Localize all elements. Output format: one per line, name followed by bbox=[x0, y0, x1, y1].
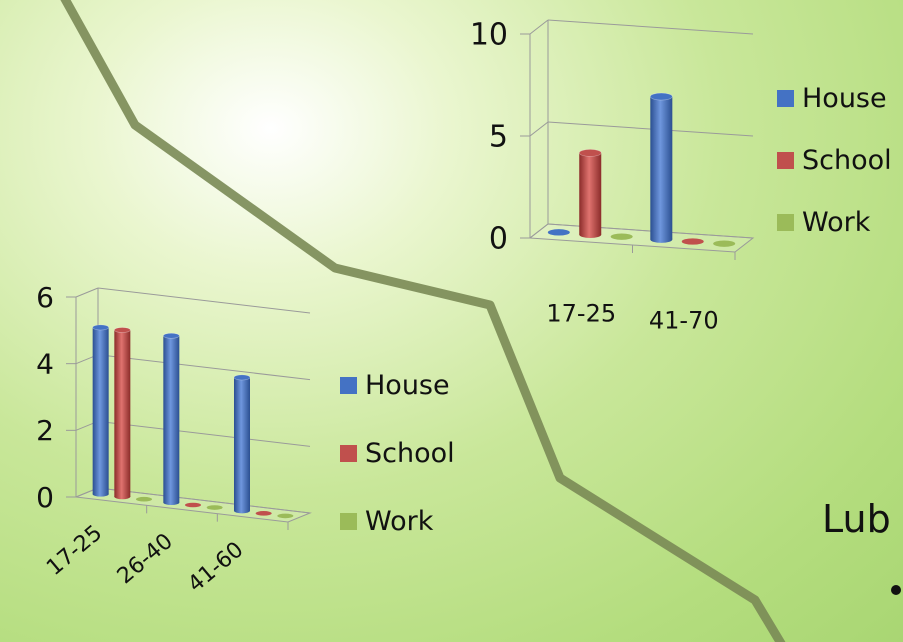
chart-age-groups-left: 0 2 4 6 17-25 26-40 41-60 House School Work bbox=[36, 281, 454, 598]
bar-body bbox=[163, 335, 180, 503]
bar-base bbox=[114, 494, 131, 500]
bar-school-17-25 bbox=[578, 149, 602, 239]
chart-x-tick-label: 41-60 bbox=[183, 537, 248, 597]
bar-body bbox=[114, 330, 131, 497]
chart-a-plot-frame bbox=[74, 287, 312, 523]
bar-zero-disc bbox=[255, 511, 272, 516]
bar-cap bbox=[650, 92, 673, 101]
bar-work-41-60 bbox=[277, 513, 294, 519]
chart-floor bbox=[528, 223, 755, 253]
bar-cap bbox=[92, 324, 109, 331]
bar-base bbox=[163, 499, 180, 506]
road-line bbox=[60, 0, 786, 642]
chart-x-tick-label: 17-25 bbox=[42, 521, 107, 581]
bar-base bbox=[650, 235, 673, 243]
chart-x-tick-label: 26-40 bbox=[113, 529, 178, 589]
legend-label-work: Work bbox=[365, 506, 434, 537]
legend-swatch-work bbox=[340, 513, 357, 530]
chart-gridline bbox=[97, 420, 311, 447]
legend-swatch-house bbox=[340, 377, 357, 394]
legend-swatch-school bbox=[340, 445, 357, 462]
bar-work-17-25 bbox=[136, 496, 153, 502]
bar-zero-disc bbox=[206, 505, 223, 510]
bar-zero-disc bbox=[547, 229, 570, 236]
chart-y-tick-label: 0 bbox=[36, 481, 54, 514]
bar-school-41-60 bbox=[255, 511, 272, 516]
bar-school-26-40 bbox=[185, 502, 201, 508]
chart-y-tick-label: 0 bbox=[489, 222, 508, 257]
chart-b-y-axis: 0 5 10 bbox=[470, 18, 530, 257]
bar-body bbox=[233, 377, 250, 511]
bar-house-41-60 bbox=[233, 374, 251, 514]
bar-house-17-25 bbox=[547, 229, 570, 236]
bar-school-17-25 bbox=[114, 327, 131, 500]
legend-label-house: House bbox=[802, 83, 887, 114]
legend-swatch-house bbox=[777, 90, 794, 107]
bar-base bbox=[233, 508, 250, 514]
chart-a-y-axis: 0 2 4 6 bbox=[36, 281, 76, 514]
chart-gridline-wall bbox=[529, 19, 549, 35]
bar-cap bbox=[114, 327, 131, 333]
legend-label-school: School bbox=[802, 145, 892, 176]
bar-base bbox=[92, 491, 109, 497]
bar-zero-disc bbox=[681, 238, 704, 245]
bar-zero-disc bbox=[610, 233, 633, 240]
chart-a-x-axis: 17-25 26-40 41-60 bbox=[42, 505, 289, 598]
chart-gridline bbox=[97, 287, 311, 314]
bar-work-17-25 bbox=[610, 233, 633, 240]
map-label-partial: Lub bbox=[822, 497, 891, 541]
bar-body bbox=[650, 96, 673, 240]
chart-gridline-wall bbox=[529, 121, 549, 137]
bar-house-17-25 bbox=[92, 324, 109, 497]
chart-b-x-axis: 17-25 41-70 bbox=[546, 245, 736, 335]
bar-cap bbox=[233, 374, 251, 381]
chart-y-tick-label: 4 bbox=[36, 347, 54, 380]
chart-gridline bbox=[547, 19, 754, 35]
bar-body bbox=[579, 152, 602, 235]
chart-y-tick-label: 6 bbox=[36, 281, 54, 314]
chart-gridline-wall bbox=[75, 287, 99, 298]
bar-zero-disc bbox=[277, 513, 294, 519]
chart-y-tick-label: 5 bbox=[489, 120, 508, 155]
chart-a-bars bbox=[92, 324, 294, 519]
bar-base bbox=[579, 230, 602, 239]
chart-b-plot-frame bbox=[528, 19, 755, 253]
legend-label-work: Work bbox=[802, 207, 871, 238]
legend-label-school: School bbox=[365, 438, 455, 469]
bar-house-41-70 bbox=[650, 92, 673, 243]
chart-x-tick-label: 17-25 bbox=[546, 300, 616, 328]
bar-cap bbox=[163, 332, 180, 339]
bar-work-41-70 bbox=[713, 240, 736, 247]
chart-x-tick-label: 41-70 bbox=[649, 307, 719, 335]
chart-age-groups-right: 0 5 10 17-25 41-70 House School Work bbox=[470, 18, 892, 335]
chart-b-bars bbox=[547, 92, 736, 247]
bar-zero-disc bbox=[136, 496, 153, 502]
legend-swatch-work bbox=[777, 214, 794, 231]
bar-zero-disc bbox=[713, 240, 736, 247]
bar-work-26-40 bbox=[206, 505, 223, 510]
bar-cap bbox=[578, 149, 602, 157]
legend-swatch-school bbox=[777, 152, 794, 169]
bar-zero-disc bbox=[185, 502, 201, 508]
chart-b-legend: House School Work bbox=[777, 83, 892, 238]
bar-school-41-70 bbox=[681, 238, 704, 245]
chart-y-tick-label: 2 bbox=[36, 414, 54, 447]
legend-label-house: House bbox=[365, 370, 450, 401]
chart-a-legend: House School Work bbox=[340, 370, 455, 537]
chart-gridline bbox=[97, 354, 311, 381]
bar-house-26-40 bbox=[163, 332, 180, 506]
map-point-marker bbox=[891, 585, 901, 595]
chart-y-tick-label: 10 bbox=[470, 18, 508, 53]
bar-body bbox=[92, 327, 109, 495]
